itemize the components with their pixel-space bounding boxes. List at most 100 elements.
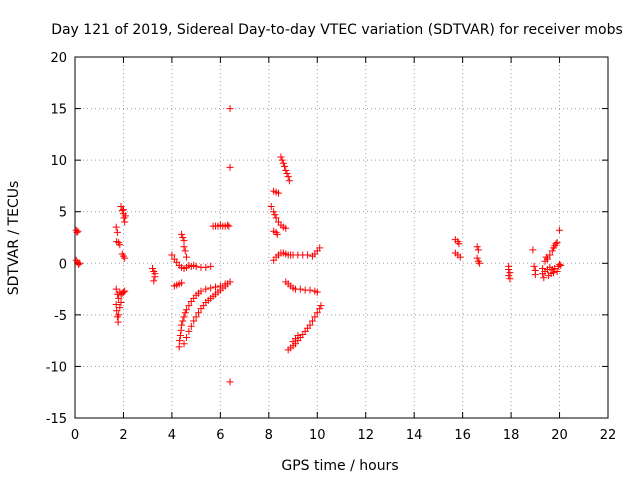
data-point (306, 321, 314, 329)
data-point (197, 287, 205, 295)
data-point (553, 239, 561, 247)
data-point (540, 274, 548, 282)
data-point (553, 268, 561, 276)
y-tick-label: 5 (59, 206, 67, 221)
data-point (226, 105, 234, 113)
data-point (474, 246, 482, 254)
x-tick-label: 0 (71, 428, 79, 443)
y-tick-label: -15 (46, 412, 67, 427)
data-point (178, 230, 186, 238)
data-point (549, 269, 557, 277)
data-point (275, 189, 283, 197)
data-point (304, 251, 312, 259)
data-point (113, 238, 121, 246)
data-point (121, 218, 129, 226)
data-point (115, 294, 123, 302)
data-point (181, 309, 189, 317)
data-point (185, 302, 193, 310)
data-point (212, 283, 220, 291)
data-point (505, 272, 513, 280)
data-point (278, 156, 286, 164)
data-point (271, 211, 279, 219)
y-tick-label: 10 (50, 154, 67, 169)
data-point (306, 286, 314, 294)
data-point (273, 230, 281, 238)
x-tick-label: 16 (454, 428, 471, 443)
plot-frame (74, 56, 609, 419)
data-point (176, 331, 184, 339)
y-tick-label: -10 (46, 360, 67, 375)
data-point (121, 254, 129, 262)
data-point (552, 240, 560, 248)
data-point (267, 203, 275, 211)
data-point (543, 255, 551, 263)
data-point (73, 228, 81, 236)
data-point (277, 153, 285, 161)
data-point (272, 214, 280, 222)
data-point (187, 322, 195, 330)
data-point (178, 279, 186, 287)
data-point (556, 226, 564, 234)
data-point (182, 253, 190, 261)
data-point (455, 240, 463, 248)
grid-lines (75, 57, 608, 418)
data-point (121, 287, 129, 295)
data-point (116, 241, 124, 249)
data-point (119, 206, 127, 214)
data-point (180, 313, 188, 321)
data-point (279, 159, 287, 167)
data-point (185, 327, 193, 335)
data-point (180, 243, 188, 251)
y-axis-ticks: -15 -10 -5 0 5 10 15 20 (46, 51, 608, 427)
data-point (505, 265, 513, 273)
data-point (308, 317, 316, 325)
data-point (192, 262, 200, 270)
data-point (531, 271, 539, 279)
x-tick-label: 2 (119, 428, 127, 443)
data-point (546, 251, 554, 259)
x-tick-label: 12 (357, 428, 374, 443)
data-point (168, 251, 176, 259)
data-point (179, 234, 187, 241)
data-point (311, 313, 319, 321)
data-point (202, 263, 210, 271)
data-point (283, 170, 291, 178)
data-point (202, 285, 210, 293)
data-point (313, 309, 321, 317)
data-point (294, 331, 302, 339)
data-point (74, 227, 82, 235)
data-point (207, 262, 215, 270)
x-axis-ticks: 0 2 4 6 8 10 12 14 16 18 20 22 (71, 57, 616, 443)
data-point (179, 317, 187, 325)
data-point (113, 228, 121, 236)
x-tick-label: 18 (503, 428, 520, 443)
data-point (181, 247, 189, 255)
data-point (530, 262, 538, 270)
x-tick-label: 20 (551, 428, 568, 443)
data-point (557, 261, 565, 269)
data-point (180, 340, 188, 348)
data-point (115, 311, 123, 319)
data-point (313, 288, 321, 296)
data-point (506, 269, 514, 277)
y-tick-label: 20 (50, 51, 67, 66)
data-point (317, 302, 325, 310)
data-point (190, 317, 198, 325)
data-point (225, 222, 233, 230)
x-tick-label: 10 (309, 428, 326, 443)
data-point (456, 253, 464, 261)
data-point (112, 223, 120, 231)
data-point (112, 285, 120, 293)
data-point (296, 285, 304, 293)
data-point (281, 162, 289, 170)
data-point (224, 280, 232, 288)
data-point (226, 163, 234, 171)
x-tick-label: 22 (600, 428, 617, 443)
data-points (72, 105, 565, 386)
x-axis-label: GPS time / hours (281, 458, 398, 474)
data-point (149, 264, 157, 272)
data-point (192, 313, 200, 321)
x-tick-label: 14 (406, 428, 423, 443)
data-point (180, 237, 188, 245)
